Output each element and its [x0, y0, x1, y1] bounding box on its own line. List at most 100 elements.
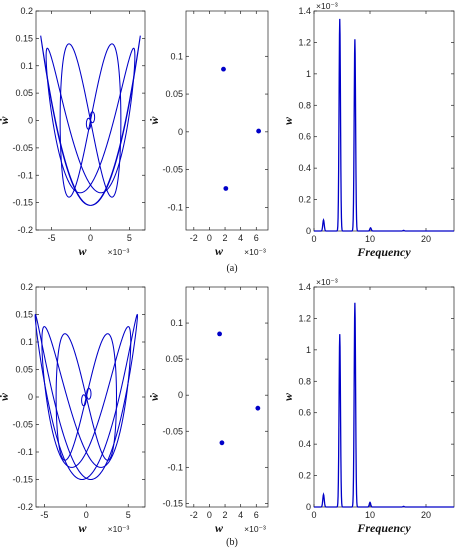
b-phase-ytick-label: 0.1: [20, 337, 33, 347]
b-spectrum-ytick-label: 0.6: [298, 408, 311, 418]
a-spectrum-xtick-label: 0: [311, 234, 316, 244]
a-poincare-point-1: [221, 66, 226, 72]
a-poincare-xtick-label: 2: [223, 233, 228, 243]
a-phase-ytick-label: -0.1: [17, 170, 33, 180]
a-poincare-axes-frame: [185, 10, 269, 231]
b-spectrum-xtick-label: 10: [365, 510, 375, 520]
a-spectrum-ytick-label: 1: [306, 69, 311, 79]
b-spectrum-panel: 0 10 20 0 0.2 0.4 0.6 0.8 1 1.2 1.4 Frequency ×10⁻³ w: [281, 277, 455, 535]
b-poincare-ytick-label: -0.15: [162, 498, 183, 508]
a-phase-trajectory-loop-1: [40, 35, 141, 206]
b-spectrum-spectrum-line: [314, 302, 454, 508]
a-spectrum-ytick-label: 1.2: [298, 37, 311, 47]
b-phase-x-exponent: ×10⁻³: [108, 524, 130, 534]
caption-a: (a): [226, 263, 237, 274]
a-phase-xtick-label: 5: [127, 233, 132, 243]
b-poincare-ytick-label: 0: [178, 390, 183, 400]
a-poincare-ytick-label: -0.1: [167, 202, 183, 212]
b-poincare-ylabel: ẇ: [147, 392, 161, 401]
b-phase-trajectory-inner-loop-2: [86, 387, 92, 400]
b-phase-ytick-label: -0.05: [12, 420, 33, 430]
a-spectrum-ytick-label: 0.2: [298, 195, 311, 205]
a-phase-ytick-label: -0.2: [17, 225, 33, 235]
b-phase-trajectory-loop-3: [55, 333, 118, 461]
b-phase-ytick-label: -0.15: [12, 475, 33, 485]
b-spectrum-ytick-label: 1.4: [298, 282, 311, 292]
b-poincare-ytick-label: -0.1: [167, 462, 183, 472]
a-phase-ytick-label: -0.15: [12, 198, 33, 208]
b-poincare-xtick-label: 0: [207, 510, 212, 520]
a-poincare-ylabel: ẇ: [147, 116, 161, 125]
b-spectrum-ytick-label: 0.2: [298, 471, 311, 481]
a-poincare-ytick-label: 0: [178, 127, 183, 137]
b-spectrum-y-exponent: ×10⁻³: [316, 277, 338, 287]
a-poincare-ytick-label: -0.05: [162, 165, 183, 175]
a-poincare-ytick-label: 0.05: [165, 89, 183, 99]
b-phase-panel: -5 0 5 -0.2 -0.15 -0.1 -0.05 0 0.05 0.1 0.15 0.2 w ×1…: [0, 282, 146, 535]
b-poincare-ytick-label: 0.05: [165, 354, 183, 364]
a-phase-ytick-label: 0.2: [20, 6, 33, 16]
b-spectrum-xlabel: Frequency: [356, 521, 411, 535]
caption-b: (b): [226, 537, 238, 548]
b-poincare-xtick-label: 6: [254, 510, 259, 520]
a-poincare-point-2: [223, 186, 229, 191]
a-phase-ytick-label: -0.05: [12, 143, 33, 153]
a-spectrum-ytick-label: 1.4: [298, 6, 311, 16]
a-phase-ytick-label: 0.1: [20, 61, 33, 71]
a-poincare-xtick-label: -2: [190, 233, 198, 243]
a-phase-ytick-label: 0.15: [15, 33, 33, 43]
a-spectrum-panel: 0 10 20 0 0.2 0.4 0.6 0.8 1 1.2 1.4 Frequency ×10⁻³ w: [281, 1, 455, 259]
b-spectrum-ytick-label: 0.4: [298, 439, 311, 449]
a-poincare-xlabel: w: [215, 244, 224, 258]
a-phase-xtick-label: -5: [48, 233, 56, 243]
a-spectrum-spectrum-line: [314, 18, 454, 232]
b-phase-trajectory-inner-loop-1: [81, 394, 87, 407]
b-phase-trajectory-loop-2: [41, 326, 132, 468]
b-poincare-x-exponent: ×10⁻³: [244, 524, 266, 534]
b-phase-ytick-label: -0.1: [17, 447, 33, 457]
a-spectrum-xlabel: Frequency: [356, 245, 411, 259]
a-spectrum-ytick-label: 0.8: [298, 100, 311, 110]
a-poincare-ytick-label: 0.1: [170, 51, 183, 61]
b-poincare-point-2: [219, 440, 225, 446]
a-spectrum-y-exponent: ×10⁻³: [316, 1, 338, 11]
a-spectrum-ytick-label: 0.6: [298, 132, 311, 142]
b-poincare-panel: -2 0 2 4 6 -0.15 -0.1 -0.05 0 0.05 0.1 w ×10⁻³ ẇ: [147, 286, 269, 535]
b-spectrum-xtick-label: 0: [311, 510, 316, 520]
a-phase-ytick-label: 0: [28, 116, 33, 126]
b-phase-xtick-label: 0: [84, 510, 89, 520]
b-poincare-xtick-label: 2: [223, 510, 228, 520]
b-phase-ytick-label: 0: [28, 392, 33, 402]
a-phase-panel: -5 0 5 -0.2 -0.15 -0.1 -0.05 0 0.05 0.1 0.15 0.2 w ×1…: [0, 6, 146, 258]
b-spectrum-ylabel: w: [281, 392, 295, 401]
a-poincare-panel: -2 0 2 4 6 -0.1 -0.05 0 0.05 0.1 w ×10⁻³ ẇ: [147, 10, 269, 258]
b-poincare-point-3: [255, 405, 261, 411]
a-poincare-xtick-label: 6: [254, 233, 259, 243]
a-poincare-point-3: [256, 128, 262, 134]
a-spectrum-xtick-label: 10: [365, 234, 375, 244]
b-phase-ytick-label: 0.05: [15, 365, 33, 375]
a-spectrum-ytick-label: 0.4: [298, 163, 311, 173]
a-poincare-xtick-label: 4: [238, 233, 243, 243]
b-phase-xtick-label: 5: [126, 510, 131, 520]
b-phase-ylabel: ẇ: [0, 392, 11, 401]
b-poincare-ytick-label: -0.05: [162, 426, 183, 436]
a-poincare-xtick-label: 0: [207, 233, 212, 243]
b-poincare-ytick-label: 0.1: [170, 318, 183, 328]
b-phase-xtick-label: -5: [40, 510, 48, 520]
a-phase-trajectory-loop-2: [45, 47, 136, 194]
b-poincare-point-1: [217, 331, 222, 337]
b-spectrum-ytick-label: 0: [306, 502, 311, 512]
a-phase-ytick-label: 0.05: [15, 88, 33, 98]
a-spectrum-ylabel: w: [281, 116, 295, 125]
b-spectrum-ytick-label: 1: [306, 345, 311, 355]
b-spectrum-xtick-label: 20: [421, 510, 431, 520]
b-spectrum-ytick-label: 0.8: [298, 376, 311, 386]
a-phase-xtick-label: 0: [88, 233, 93, 243]
b-phase-xlabel: w: [78, 521, 87, 535]
b-phase-ytick-label: 0.15: [15, 310, 33, 320]
b-phase-trajectory-loop-1: [34, 313, 138, 481]
a-phase-xlabel: w: [78, 244, 87, 258]
a-poincare-x-exponent: ×10⁻³: [244, 247, 266, 257]
